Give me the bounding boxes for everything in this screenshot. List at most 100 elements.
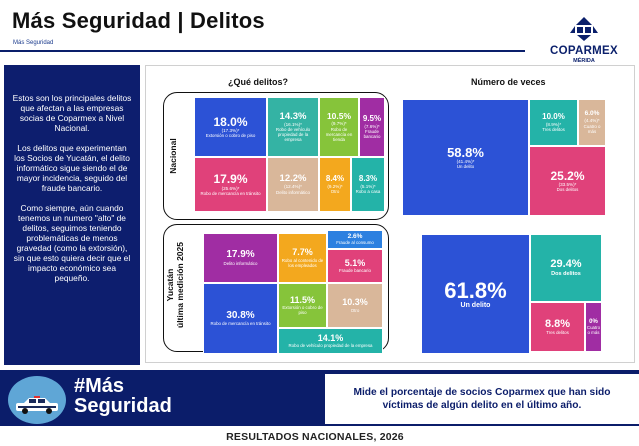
cell-percentage: 10.3% (342, 297, 368, 308)
cell-percentage: 7.7% (292, 247, 313, 258)
banner-hashtag: #Más Seguridad (74, 376, 172, 416)
cell-percentage: 10.5% (326, 111, 352, 122)
cell-label: Cuatro o más (583, 123, 601, 134)
yucatan-delitos-cell: 17.9% Delito informático (203, 233, 278, 283)
cell-label: Robo de vehículo propiedad de la empresa (275, 127, 311, 143)
cell-label: Robo de vehículo propiedad de la empresa (288, 343, 373, 349)
yucatan-veces-cell: 0% Cuatro o más (585, 302, 602, 352)
yucatan-delitos-cell: 11.5% Extorsión o cobro de piso (278, 283, 327, 328)
yucatan-veces-cell: 8.8% Tres delitos (530, 302, 585, 352)
nacional-delitos-cell: 8.3% (5.1%)* Robo a casa (351, 157, 385, 212)
description-paragraph-2: Los delitos que experimentan los Socios … (14, 143, 130, 193)
cell-previous-percentage: (17.3%)* (221, 128, 240, 134)
content-panel: ¿Qué delitos? Número de veces Nacional Y… (145, 65, 635, 363)
cell-label: Robo de mercancía en tránsito (210, 321, 271, 327)
cell-percentage: 61.8% (444, 277, 507, 303)
cell-label: Un delito (460, 301, 491, 309)
cell-label: Robo de mercancía en tránsito (200, 190, 261, 196)
cell-label: Fraude al consumo (336, 240, 374, 246)
cell-label: Robo de mercancía en tienda (325, 126, 353, 142)
nacional-delitos-cell: 14.3% (16.1%)* Robo de vehículo propiedad … (267, 97, 319, 157)
page-title: Más Seguridad | Delitos (12, 8, 265, 33)
description-paragraph-3: Como siempre, aún cuando tenemos un nume… (13, 203, 131, 283)
cell-percentage: 9.5% (362, 114, 382, 124)
cell-label: Extorsión o cobro de piso (282, 305, 323, 316)
nacional-delitos-cell: 17.9% (25.6%)* Robo de mercancía en tránsi… (194, 157, 267, 212)
cell-percentage: 6.0% (584, 110, 600, 118)
logo-name: COPARMEX (550, 45, 618, 57)
nacional-delitos-cell: 18.0% (17.3%)* Extorsión o cobro de piso (194, 97, 267, 157)
column-header-veces: Número de veces (471, 77, 546, 87)
group-label-yucatan: Yucatán última medición 2025 (165, 230, 185, 340)
column-header-delitos: ¿Qué delitos? (228, 77, 289, 87)
cell-percentage: 8.8% (544, 317, 571, 330)
cell-previous-percentage: (9.2%)* (327, 183, 343, 189)
banner-hashtag-line2: Seguridad (74, 395, 172, 417)
cell-percentage: 58.8% (447, 144, 484, 160)
yucatan-delitos-cell: 14.1% Robo de vehículo propiedad de la em… (278, 328, 383, 354)
footer-box (196, 426, 434, 446)
cell-label: Otro (330, 188, 340, 194)
yucatan-veces-cell: 29.4% Dos delitos (530, 234, 602, 302)
cell-previous-percentage: (16.1%)* (284, 121, 302, 127)
header-divider (0, 50, 525, 52)
group-label-nacional: Nacional (168, 138, 178, 174)
cell-label: Extorsión o cobro de piso (205, 133, 256, 139)
group-label-yucatan-line1: Yucatán (165, 268, 175, 302)
cell-previous-percentage: (41.4%)* (456, 159, 475, 165)
cell-previous-percentage: (7.6%)* (364, 123, 380, 129)
description-paragraph-1: Estos son los principales delitos que af… (12, 93, 132, 133)
cell-percentage: 17.9% (226, 249, 255, 261)
cell-previous-percentage: (12.4%)* (284, 184, 302, 190)
nacional-veces-cell: 25.2% (33.5%)* Dos delitos (529, 146, 606, 216)
cell-label: Dos delitos (556, 187, 579, 193)
coparmex-logo-icon (570, 17, 598, 41)
cell-percentage: 14.3% (279, 110, 307, 122)
yucatan-veces-cell: 61.8% Un delito (421, 234, 530, 354)
cell-percentage: 17.9% (213, 172, 248, 187)
nacional-veces-cell: 58.8% (41.4%)* Un delito (402, 99, 529, 216)
cell-percentage: 18.0% (213, 114, 248, 129)
cell-percentage: 8.3% (358, 174, 378, 184)
nacional-veces-cell: 10.0% (8.9%)* Tres delitos (529, 99, 578, 146)
cell-label: Tres delitos (546, 330, 569, 336)
coparmex-logo: COPARMEX MÉRIDA (536, 14, 632, 66)
cell-label: Cuatro o más (586, 325, 601, 336)
nacional-delitos-cell: 8.4% (9.2%)* Otro (319, 157, 351, 212)
nacional-veces-cell: 6.0% (4.4%)* Cuatro o más (578, 99, 606, 146)
logo-city: MÉRIDA (573, 58, 595, 64)
group-label-yucatan-line2: última medición 2025 (175, 242, 185, 328)
nacional-delitos-cell: 10.5% (9.7%)* Robo de mercancía en tienda (319, 97, 359, 157)
cell-percentage: 29.4% (550, 258, 582, 271)
cell-label: Fraude bancario (339, 268, 371, 274)
cell-label: Tres delitos (542, 126, 565, 132)
cell-percentage: 10.0% (542, 112, 565, 122)
yucatan-delitos-cell: 7.7% Robo al contenido de los empleados (278, 233, 327, 283)
yucatan-delitos-cell: 5.1% Fraude bancario (327, 249, 383, 283)
cell-label: Robo al contenido de los empleados (281, 257, 324, 268)
cell-label: Delito informático (276, 189, 310, 195)
description-panel: Estos son los principales delitos que af… (4, 65, 140, 365)
cell-label: Delito informático (223, 260, 258, 266)
cell-label: Dos delitos (551, 270, 581, 277)
cell-percentage: 0% (589, 318, 598, 325)
banner-message: Mide el porcentaje de socios Coparmex qu… (353, 387, 611, 411)
cell-previous-percentage: (25.6%)* (221, 185, 240, 191)
page-subtitle: Más Seguridad (13, 40, 54, 46)
cell-previous-percentage: (33.5%)* (558, 182, 577, 188)
nacional-delitos-cell: 12.2% (12.4%)* Delito informático (267, 157, 319, 212)
footer-title: RESULTADOS NACIONALES, 2026 (226, 431, 404, 443)
cell-percentage: 11.5% (289, 294, 316, 305)
cell-previous-percentage: (5.1%)* (360, 183, 376, 189)
cell-percentage: 5.1% (344, 257, 366, 268)
cell-percentage: 2.6% (347, 232, 363, 240)
yucatan-delitos-cell: 2.6% Fraude al consumo (327, 230, 383, 249)
cell-percentage: 25.2% (550, 168, 585, 183)
yucatan-delitos-cell: 10.3% Otro (327, 283, 383, 328)
cell-percentage: 8.4% (325, 174, 345, 184)
cell-percentage: 12.2% (279, 173, 307, 185)
nacional-delitos-cell: 9.5% (7.6%)* Fraude bancario (359, 97, 385, 157)
banner-message-box (325, 374, 639, 424)
police-car-icon (16, 396, 58, 414)
cell-label: Robo a casa (355, 188, 381, 194)
